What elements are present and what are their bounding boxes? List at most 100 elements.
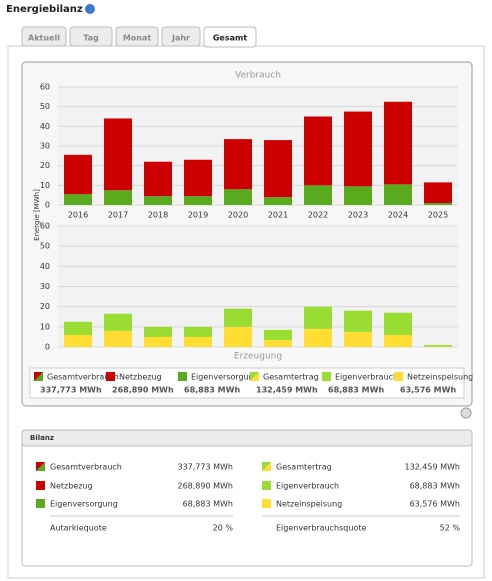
bar — [384, 184, 412, 205]
bar — [264, 329, 292, 340]
legend-total: 68,883 MWh — [184, 386, 240, 395]
bilanz-label: Gesamtverbrauch — [50, 463, 122, 472]
y-tick-label: 30 — [40, 282, 50, 291]
x-tick-label: 2019 — [188, 211, 208, 220]
bar — [224, 308, 252, 327]
bar — [144, 326, 172, 337]
y-tick-label: 30 — [40, 142, 50, 151]
tab-label[interactable]: Monat — [123, 34, 152, 43]
legend-swatch — [322, 372, 331, 381]
legend-label[interactable]: Gesamtverbrauch — [47, 373, 119, 382]
chart-title: Verbrauch — [235, 71, 281, 81]
legend-label[interactable]: Netzbezug — [119, 373, 162, 382]
y-tick-label: 10 — [40, 181, 50, 190]
bilanz-panel — [21, 429, 473, 567]
legend-swatch — [34, 372, 43, 381]
legend — [29, 367, 465, 399]
bar — [224, 189, 252, 205]
bilanz-title: Bilanz — [30, 434, 54, 442]
bar — [144, 161, 172, 197]
bar — [344, 310, 372, 332]
legend-swatch — [178, 372, 187, 381]
legend-total: 68,883 MWh — [328, 386, 384, 395]
bilanz-swatch — [36, 462, 45, 471]
bar — [304, 185, 332, 205]
tab[interactable] — [115, 26, 159, 47]
bilanz-swatch — [262, 499, 271, 508]
bilanz-value: 68,883 MWh — [183, 500, 233, 509]
bilanz-label: Eigenverbrauchsquote — [276, 524, 366, 533]
bilanz-header — [21, 429, 473, 447]
bar — [144, 336, 172, 347]
bar — [304, 116, 332, 186]
tab-label[interactable]: Jahr — [171, 34, 190, 43]
tab[interactable] — [21, 26, 67, 47]
bilanz-value: 63,576 MWh — [410, 500, 460, 509]
x-tick-label: 2023 — [348, 211, 368, 220]
bilanz-value: 52 % — [440, 524, 461, 533]
legend-swatch — [250, 372, 259, 381]
help-icon[interactable] — [85, 4, 95, 14]
legend-label[interactable]: Gesamtertrag — [263, 373, 319, 382]
bar — [384, 334, 412, 347]
x-tick-label: 2016 — [68, 211, 88, 220]
tab[interactable] — [203, 26, 257, 48]
x-tick-label: 2022 — [308, 211, 328, 220]
y-tick-label: 10 — [40, 322, 50, 331]
tab[interactable] — [161, 26, 201, 47]
export-icon[interactable] — [460, 407, 472, 419]
legend-total: 63,576 MWh — [400, 386, 456, 395]
tab-label[interactable]: Aktuell — [28, 34, 60, 43]
bar — [64, 321, 92, 335]
y-tick-label: 0 — [45, 343, 50, 352]
bar — [104, 330, 132, 347]
tab[interactable] — [69, 26, 113, 47]
bar — [184, 326, 212, 337]
legend-total: 268,890 MWh — [112, 386, 174, 395]
bilanz-value: 68,883 MWh — [410, 482, 460, 491]
bar — [64, 334, 92, 347]
bilanz-label: Netzeinspeisung — [276, 500, 342, 509]
legend-swatch — [394, 372, 403, 381]
bilanz-swatch — [36, 481, 45, 490]
y-axis-label: Energie [MWh] — [33, 189, 41, 241]
x-tick-label: 2020 — [228, 211, 248, 220]
legend-total: 337,773 MWh — [40, 386, 102, 395]
bar — [304, 306, 332, 329]
y-tick-label: 20 — [40, 161, 50, 170]
bilanz-value: 20 % — [213, 524, 234, 533]
y-tick-label: 60 — [40, 83, 50, 92]
legend-swatch — [106, 372, 115, 381]
legend-label[interactable]: Eigenverbrauch — [335, 373, 398, 382]
legend-total: 132,459 MWh — [256, 386, 318, 395]
legend-label[interactable]: Eigenversorgung — [191, 373, 259, 382]
x-tick-label: 2017 — [108, 211, 128, 220]
bar — [224, 139, 252, 190]
legend-label[interactable]: Netzeinspeisung — [407, 373, 473, 382]
bar — [344, 331, 372, 347]
bilanz-value: 337,773 MWh — [177, 463, 233, 472]
y-tick-label: 0 — [45, 201, 50, 210]
x-tick-label: 2018 — [148, 211, 168, 220]
bilanz-swatch — [262, 481, 271, 490]
bilanz-label: Eigenverbrauch — [276, 482, 339, 491]
bar — [384, 101, 412, 185]
bar — [64, 194, 92, 205]
bar — [344, 186, 372, 205]
y-tick-label: 60 — [40, 222, 50, 231]
tab-label[interactable]: Gesamt — [213, 34, 247, 43]
bar — [104, 313, 132, 331]
y-tick-label: 40 — [40, 122, 50, 131]
bar — [104, 118, 132, 191]
page-title: Energiebilanz — [6, 4, 83, 15]
tab-label[interactable]: Tag — [83, 34, 99, 43]
bar — [184, 336, 212, 347]
bar — [264, 140, 292, 198]
x-tick-label: 2021 — [268, 211, 288, 220]
bar — [184, 159, 212, 197]
bilanz-value: 132,459 MWh — [404, 463, 460, 472]
bilanz-label: Gesamtertrag — [276, 463, 332, 472]
chart-title: Erzeugung — [234, 352, 282, 362]
bilanz-label: Autarkiequote — [50, 524, 107, 533]
